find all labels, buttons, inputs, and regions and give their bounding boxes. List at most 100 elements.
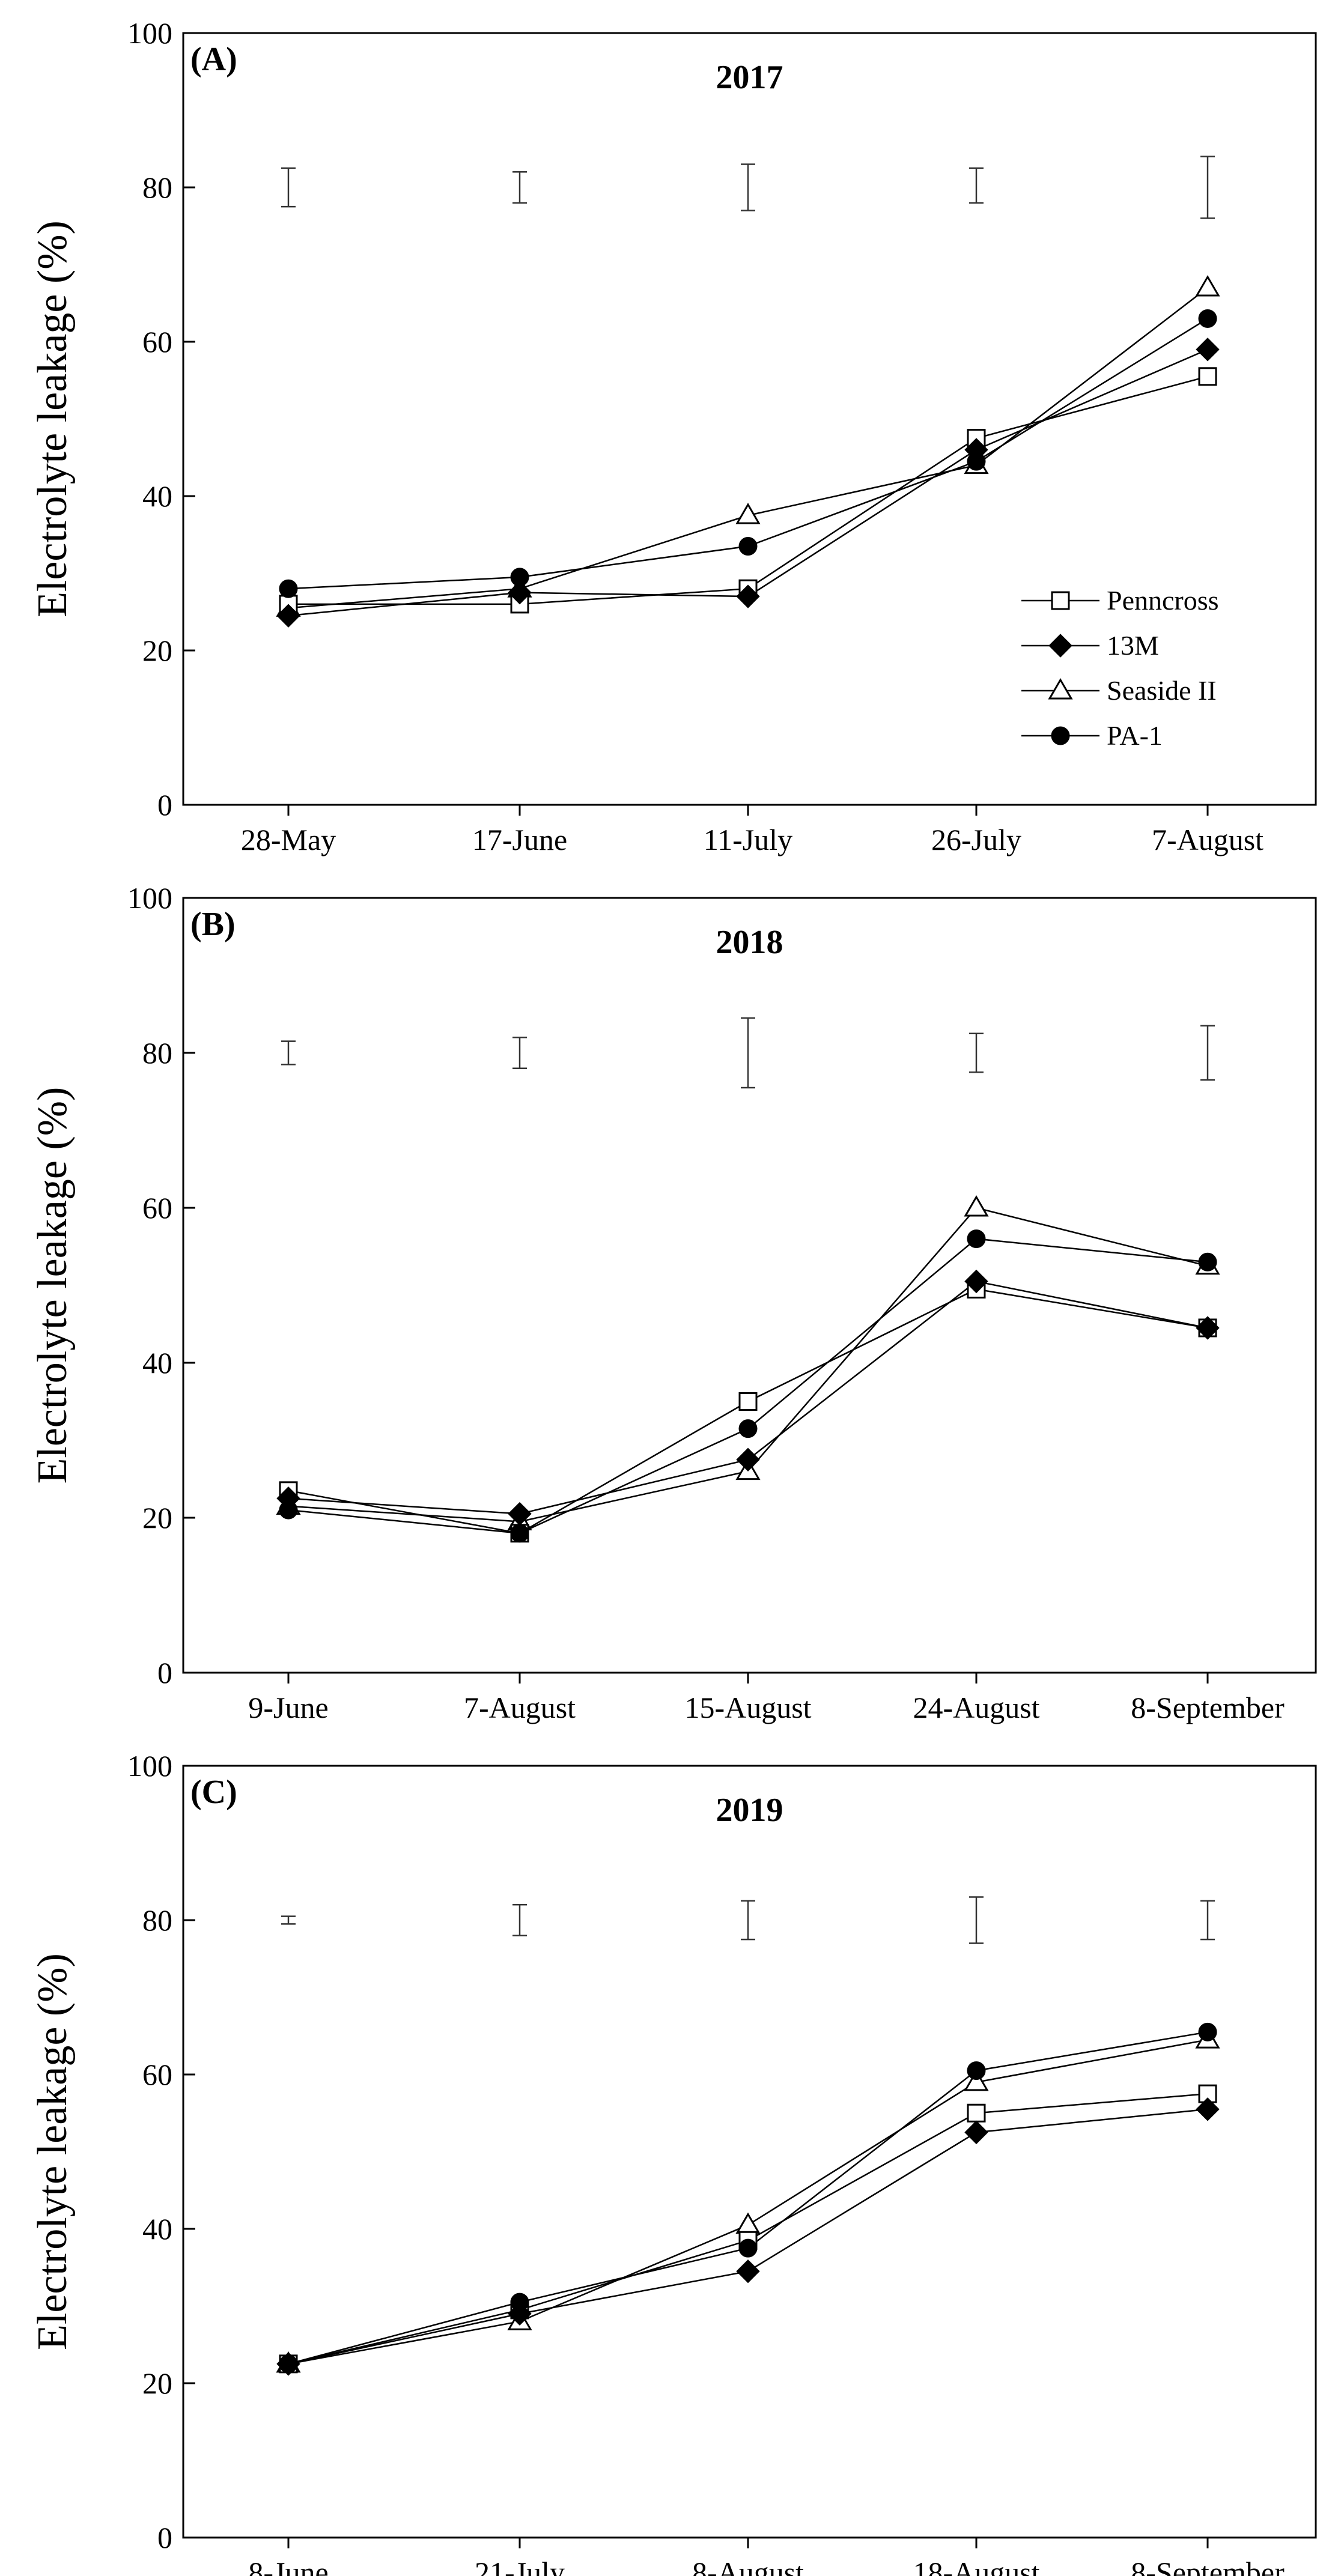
x-tick-label: 9-June — [248, 1691, 328, 1724]
data-point-pa-1 — [279, 579, 298, 598]
legend-label: PA-1 — [1107, 720, 1163, 751]
y-tick-label: 20 — [142, 1501, 172, 1535]
data-point-penncross — [738, 1392, 758, 1411]
panel-label: (A) — [190, 41, 237, 78]
data-point-pa-1 — [967, 452, 986, 471]
legend-label: Seaside II — [1107, 675, 1217, 706]
y-axis-label: Electrolyte leakage (%) — [29, 220, 76, 617]
chart-title: 2017 — [716, 59, 783, 96]
data-point-13m — [1196, 338, 1220, 362]
data-point-pa-1 — [510, 2293, 529, 2312]
y-tick-label: 100 — [127, 16, 172, 50]
x-tick-label: 8-September — [1131, 2556, 1285, 2576]
data-point-13m — [736, 2259, 760, 2284]
y-tick-label: 40 — [142, 479, 172, 513]
error-bar — [281, 167, 296, 208]
legend-item: PA-1 — [1021, 720, 1163, 751]
data-point-pa-1 — [738, 2238, 758, 2258]
y-tick-label: 40 — [142, 1346, 172, 1380]
y-tick-label: 100 — [127, 881, 172, 915]
x-tick-label: 18-August — [913, 2556, 1039, 2576]
legend-label: Penncross — [1107, 585, 1219, 616]
y-tick-label: 0 — [157, 788, 172, 822]
data-point-13m — [508, 1502, 532, 1526]
error-bar — [969, 1896, 984, 1944]
panel-3: 0 20 40 60 80 100 8-June 21-July 8-August 18-Augu… — [29, 1749, 1317, 2576]
series-line-penncross — [288, 375, 1208, 605]
legend-item: Penncross — [1021, 585, 1219, 616]
data-point-13m — [1196, 1316, 1220, 1340]
error-bar — [1200, 1025, 1215, 1081]
error-bar — [741, 1900, 755, 1941]
data-point-pa-1 — [738, 1419, 758, 1438]
legend: Penncross 13M Seaside II PA-1 — [1021, 585, 1219, 751]
error-bar — [281, 1915, 296, 1925]
data-point-pa-1 — [279, 2354, 298, 2374]
series-line-penncross — [288, 1288, 1208, 1535]
series-line-seaside-ii — [288, 2038, 1208, 2365]
error-bar — [969, 1032, 984, 1073]
data-point-13m — [964, 2120, 988, 2145]
y-tick-label: 60 — [142, 2058, 172, 2091]
x-tick-label: 28-May — [241, 823, 336, 856]
data-point-pa-1 — [510, 568, 529, 587]
data-point-penncross — [1198, 367, 1217, 386]
error-bar — [281, 1040, 296, 1065]
x-tick-label: 8-September — [1131, 1691, 1285, 1724]
y-tick-label: 0 — [157, 1656, 172, 1690]
error-bar — [1200, 156, 1215, 219]
legend-item: Seaside II — [1021, 675, 1217, 706]
plot-frame — [182, 32, 1317, 806]
x-tick-label: 7-August — [464, 1691, 576, 1724]
y-tick-label: 80 — [142, 1903, 172, 1937]
series-line-seaside-ii — [288, 287, 1208, 609]
x-tick-label: 7-August — [1152, 823, 1264, 856]
x-tick-label: 11-July — [704, 823, 792, 856]
panel-label: (B) — [190, 906, 236, 943]
plot-frame — [182, 897, 1317, 1674]
data-point-seaside-ii — [964, 2069, 989, 2091]
data-point-pa-1 — [967, 1229, 986, 1249]
legend-marker — [1051, 591, 1070, 610]
data-point-13m — [508, 580, 532, 605]
y-tick-label: 40 — [142, 2212, 172, 2246]
error-bar — [741, 163, 755, 211]
data-point-pa-1 — [967, 2061, 986, 2080]
x-tick-label: 15-August — [684, 1691, 811, 1724]
plot-frame — [182, 1765, 1317, 2539]
x-tick-label: 17-June — [472, 823, 567, 856]
error-bar — [969, 167, 984, 204]
y-tick-label: 0 — [157, 2521, 172, 2554]
y-tick-label: 80 — [142, 1036, 172, 1070]
legend-marker — [1051, 726, 1070, 745]
x-tick-label: 24-August — [913, 1691, 1039, 1724]
legend-label: 13M — [1107, 630, 1159, 661]
legend-item: 13M — [1021, 630, 1159, 661]
error-bar — [512, 1036, 527, 1070]
data-point-13m — [736, 584, 760, 608]
data-point-pa-1 — [1198, 309, 1217, 328]
data-point-seaside-ii — [735, 2212, 761, 2234]
data-point-seaside-ii — [735, 503, 761, 524]
panel-label: (C) — [190, 1774, 237, 1811]
y-tick-label: 60 — [142, 1191, 172, 1225]
data-point-13m — [964, 1269, 988, 1294]
data-point-13m — [736, 1447, 760, 1471]
legend-marker — [1048, 678, 1073, 700]
x-tick-label: 26-July — [931, 823, 1021, 856]
data-point-pa-1 — [1198, 1252, 1217, 1271]
x-tick-label: 8-August — [692, 2556, 804, 2576]
legend-marker — [1048, 634, 1072, 658]
panel-2: 0 20 40 60 80 100 9-June 7-August 15-August 24-Au… — [29, 881, 1317, 1724]
data-point-pa-1 — [738, 537, 758, 556]
data-point-13m — [276, 604, 300, 628]
series-line-13m — [288, 348, 1208, 617]
error-bar — [741, 1017, 755, 1089]
error-bar — [1200, 1900, 1215, 1941]
x-tick-label: 21-July — [475, 2556, 565, 2576]
y-tick-label: 100 — [127, 1749, 172, 1783]
y-axis-label: Electrolyte leakage (%) — [29, 1953, 76, 2350]
chart-title: 2019 — [716, 1792, 783, 1829]
